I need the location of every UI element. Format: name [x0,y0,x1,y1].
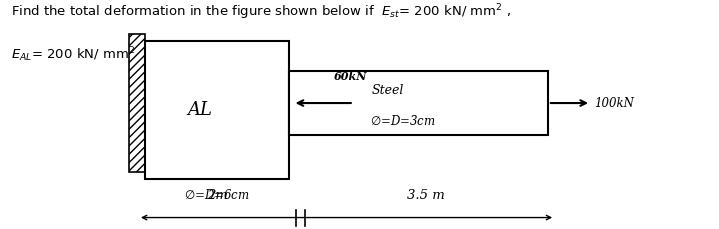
Bar [145,41,289,179]
Text: Find the total deformation in the figure shown below if  $E_{st}$= 200 kN/ mm$^2: Find the total deformation in the figure… [11,2,510,22]
Text: $\varnothing$=D=6cm: $\varnothing$=D=6cm [184,188,250,202]
Text: 2m: 2m [206,188,228,202]
Text: $\varnothing$=D=3cm: $\varnothing$=D=3cm [370,114,436,128]
Text: Steel: Steel [371,84,403,97]
Text: 3.5 m: 3.5 m [407,188,444,202]
Bar [289,71,548,135]
Text: $E_{AL}$= 200 kN/ mm$^2$: $E_{AL}$= 200 kN/ mm$^2$ [11,46,135,65]
Text: AL: AL [188,101,212,119]
Text: 100kN: 100kN [595,97,634,109]
Bar [129,34,145,172]
Text: 60kN: 60kN [334,71,367,82]
